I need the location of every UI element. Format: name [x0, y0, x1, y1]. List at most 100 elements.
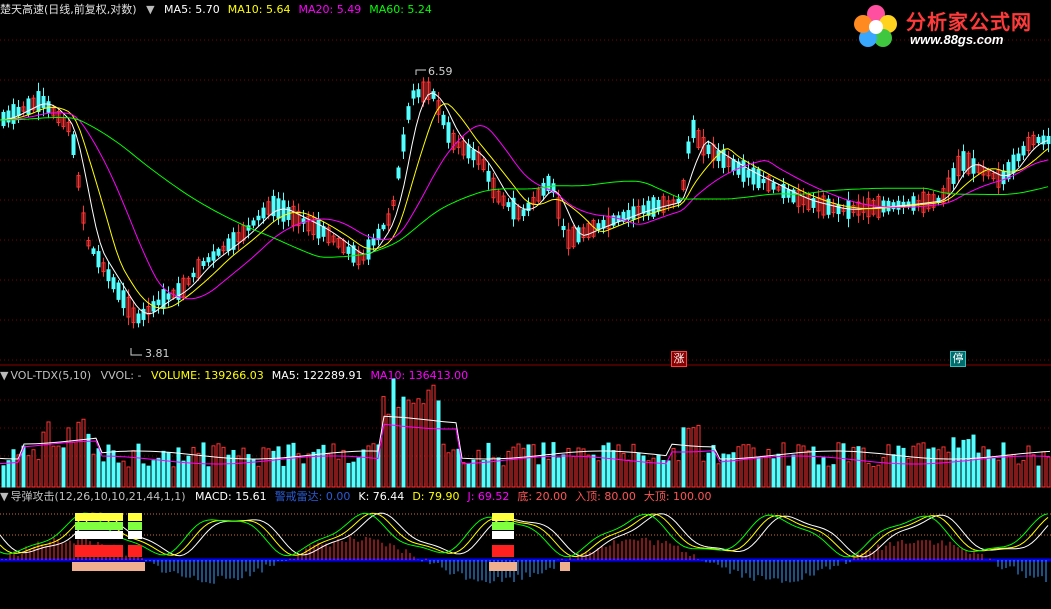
candle-body: [256, 215, 261, 221]
candle-body: [771, 182, 776, 190]
volume-bar: [1001, 442, 1006, 488]
volume-bar: [811, 446, 816, 488]
volume-bar: [691, 427, 696, 488]
candle-body: [386, 213, 391, 226]
ma-legend-item-1: MA10: 5.64: [227, 3, 291, 16]
volume-bar: [476, 449, 481, 488]
volume-bar: [541, 442, 546, 488]
candle-body: [781, 183, 786, 199]
volume-bar: [796, 444, 801, 488]
high-price-label: 6.59: [428, 65, 453, 78]
signal-block: [125, 562, 145, 571]
volume-bar: [851, 446, 856, 488]
candle-body: [766, 175, 771, 192]
candle-body: [396, 167, 401, 179]
collapse-icon[interactable]: ▼: [146, 3, 155, 16]
volume-bar: [591, 454, 596, 488]
candle-body: [931, 194, 936, 208]
volume-bar: [891, 454, 896, 488]
candle-body: [451, 132, 456, 150]
candle-body: [706, 144, 711, 155]
candle-body: [481, 159, 486, 171]
volume-bar: [681, 427, 686, 488]
indicator-title[interactable]: 导弹攻击(12,26,10,10,21,44,1,1): [10, 490, 186, 503]
candle-body: [636, 205, 641, 217]
collapse-icon[interactable]: ▼: [0, 490, 9, 503]
volume-bar: [551, 442, 556, 488]
volume-bar: [466, 462, 471, 488]
candle-body: [381, 224, 386, 230]
ma-legend-item-2: MA20: 5.49: [298, 3, 362, 16]
stock-name: 楚天高速: [0, 3, 44, 16]
volume-legend: VOLUME: 139266.03 MA5: 122289.91 MA10: 136…: [151, 369, 476, 382]
volume-bar: [601, 445, 606, 488]
volume-bar: [176, 447, 181, 488]
volume-bar: [356, 457, 361, 488]
candle-body: [31, 97, 36, 111]
candle-body: [871, 199, 876, 215]
volume-bar: [896, 445, 901, 488]
volume-bar: [111, 450, 116, 488]
volume-bar: [606, 442, 611, 488]
volume-bar: [666, 460, 671, 488]
indicator-legend: MACD: 15.61 警戒雷达: 0.00 K: 76.44 D: 79.90 J: …: [195, 490, 720, 503]
candle-body: [546, 175, 551, 192]
limit-up-tag[interactable]: 涨: [671, 351, 687, 367]
volume-bar: [631, 443, 636, 488]
volume-bar: [1041, 451, 1046, 488]
volume-bar: [471, 459, 476, 488]
candle-body: [896, 200, 901, 210]
volume-bar: [236, 455, 241, 488]
candle-body: [236, 232, 241, 243]
candle-body: [281, 200, 286, 222]
candle-body: [266, 201, 271, 215]
volume-bar: [826, 465, 831, 488]
volume-bar: [386, 413, 391, 488]
volume-bar: [731, 452, 736, 488]
volume-bar: [146, 465, 151, 488]
candle-body: [401, 134, 406, 152]
candle-body: [181, 277, 186, 298]
volume-bar: [46, 421, 51, 488]
candle-body: [366, 239, 371, 260]
volume-indicator-title[interactable]: VOL-TDX(5,10): [10, 369, 92, 382]
candle-body: [6, 110, 11, 123]
volume-bar: [396, 406, 401, 488]
candle-body: [51, 107, 56, 117]
volume-bar: [1031, 454, 1036, 488]
volume-bar: [286, 444, 291, 488]
volume-bar: [131, 450, 136, 488]
volume-bar: [276, 446, 281, 488]
volume-bar: [241, 447, 246, 488]
volume-bar: [866, 462, 871, 488]
candle-body: [461, 140, 466, 156]
candle-body: [96, 251, 101, 268]
volume-bar: [401, 396, 406, 488]
candle-body: [11, 104, 16, 124]
candle-body: [436, 100, 441, 115]
volume-bar: [26, 455, 31, 488]
volume-bar: [61, 447, 66, 488]
volume-bar: [1011, 453, 1016, 488]
candle-body: [416, 89, 421, 98]
signal-block: [75, 545, 123, 557]
collapse-icon[interactable]: ▼: [0, 369, 9, 382]
candle-body: [316, 218, 321, 239]
candle-body: [121, 290, 126, 309]
volume-bar: [986, 449, 991, 488]
candle-body: [336, 237, 341, 248]
volume-bar: [86, 433, 91, 488]
candle-body: [126, 296, 131, 318]
volume-bar: [41, 431, 46, 488]
volume-bar: [906, 457, 911, 488]
volume-bar: [261, 447, 266, 488]
volume-bar: [546, 458, 551, 488]
site-logo[interactable]: 分析家公式网 www.88gs.com: [848, 2, 1048, 50]
candle-body: [141, 308, 146, 320]
candle-body: [561, 225, 566, 231]
volume-bar: [926, 448, 931, 488]
suspension-tag[interactable]: 停: [950, 351, 966, 367]
candle-body: [391, 200, 396, 206]
volume-bar: [966, 439, 971, 488]
